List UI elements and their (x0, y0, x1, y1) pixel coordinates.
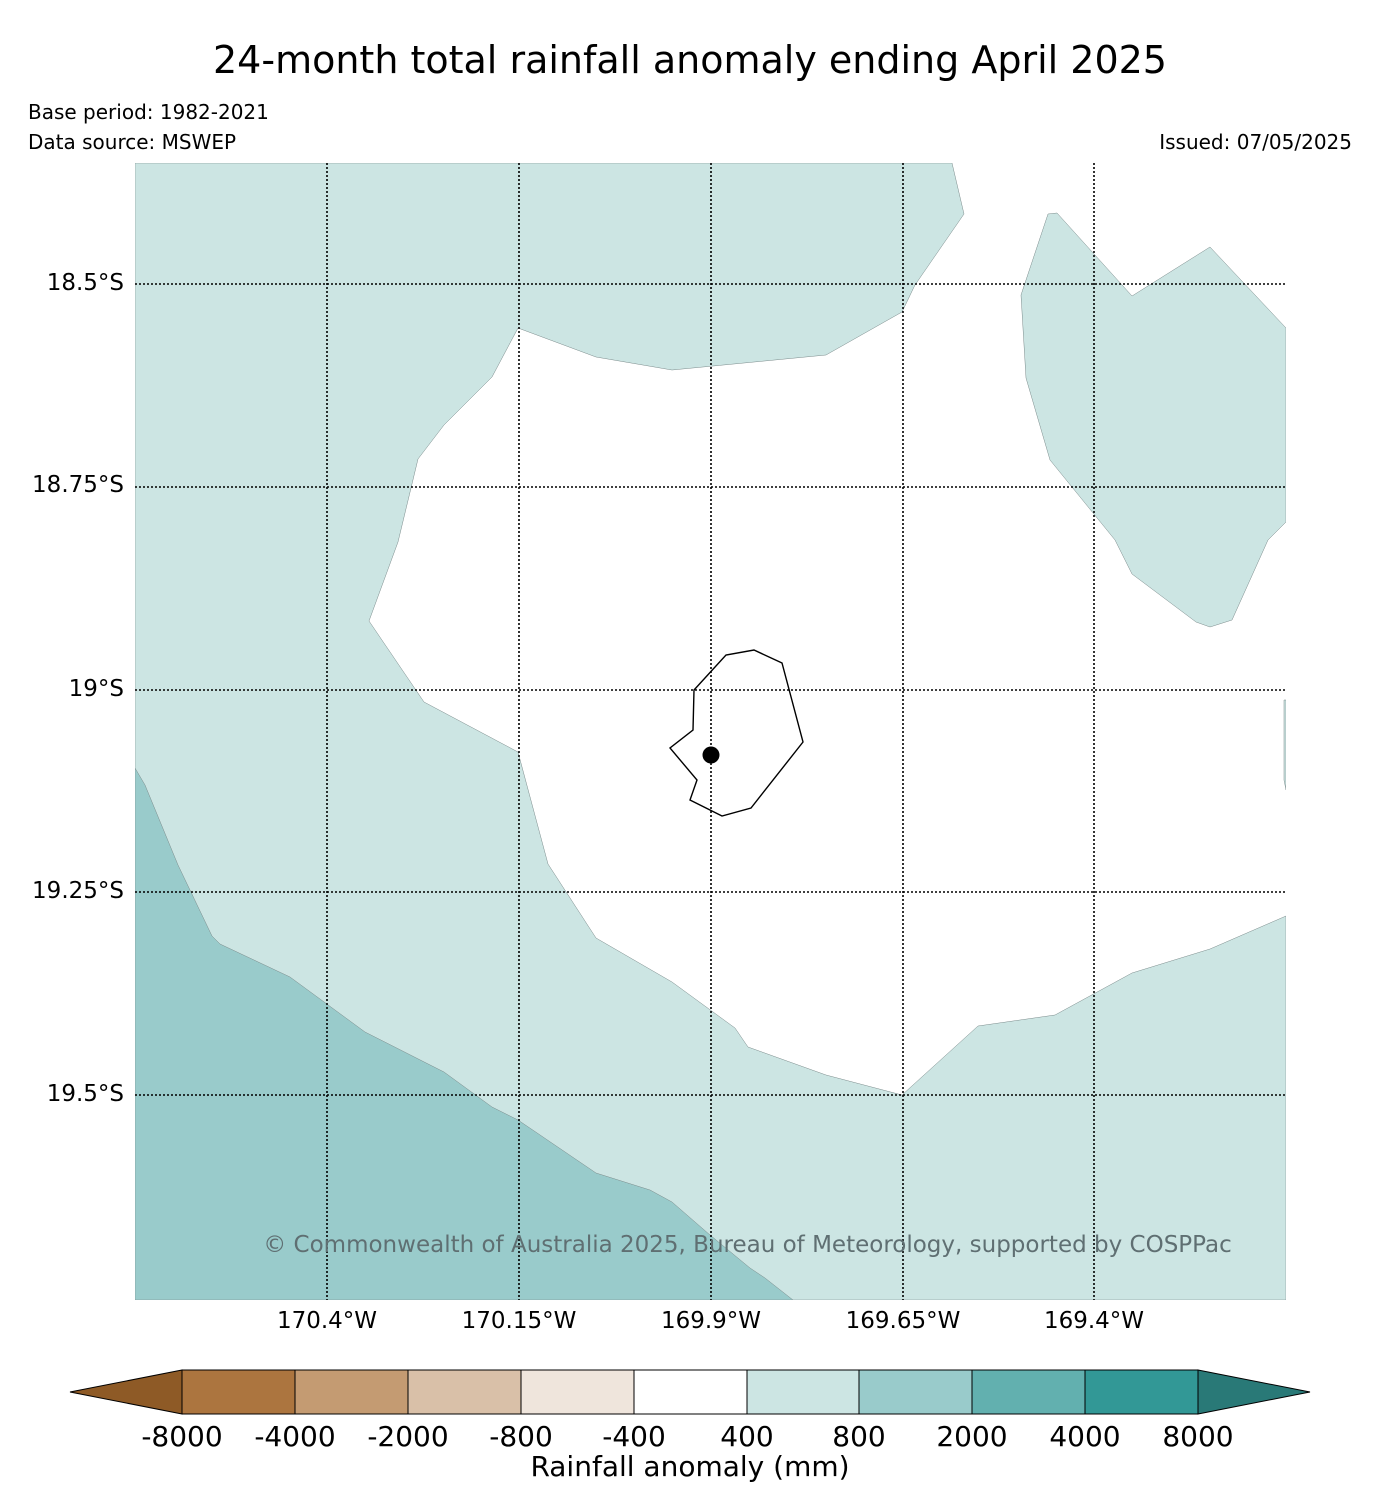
anomaly-400-800-region-ne (1020, 212, 1286, 628)
colorbar-bin (407, 1369, 522, 1415)
colorbar-bin (181, 1369, 296, 1415)
colorbar-bin (520, 1369, 635, 1415)
lon-label: 169.4°W (1043, 1308, 1145, 1334)
anomaly-400-800-region (135, 163, 1286, 1300)
colorbar-tick: 8000 (1162, 1420, 1234, 1453)
colorbar-tick: 4000 (1049, 1420, 1121, 1453)
lon-label: 169.65°W (845, 1308, 961, 1334)
colorbar (69, 1369, 1311, 1415)
copyright-notice: © Commonwealth of Australia 2025, Bureau… (263, 1232, 1232, 1258)
lon-label: 170.15°W (461, 1308, 577, 1334)
graticule (135, 163, 1286, 1300)
lat-label: 19.25°S (32, 878, 124, 904)
colorbar-tick: 2000 (936, 1420, 1008, 1453)
island-outline (668, 649, 804, 817)
colorbar-extend-low (69, 1369, 183, 1415)
colorbar-title: Rainfall anomaly (mm) (530, 1450, 850, 1483)
issued-date: Issued: 07/05/2025 (1159, 130, 1352, 154)
lat-label: 18.75°S (32, 472, 124, 498)
base-period: Base period: 1982-2021 (28, 100, 269, 124)
data-source: Data source: MSWEP (28, 130, 237, 154)
colorbar-tick: -4000 (254, 1420, 336, 1453)
colorbar-bin (294, 1369, 409, 1415)
colorbar-extend-high (1197, 1369, 1311, 1415)
colorbar-bin (633, 1369, 748, 1415)
colorbar-tick: -8000 (141, 1420, 223, 1453)
colorbar-tick: -400 (602, 1420, 666, 1453)
map-title: 24-month total rainfall anomaly ending A… (213, 38, 1167, 82)
colorbar-bin (746, 1369, 860, 1415)
colorbar-bin (971, 1369, 1086, 1415)
colorbar-tick: -800 (489, 1420, 553, 1453)
lat-label: 19.5°S (46, 1081, 124, 1107)
colorbar-bin (858, 1369, 973, 1415)
lon-label: 169.9°W (660, 1308, 762, 1334)
anomaly-400-800-sliver (1283, 699, 1286, 791)
lat-label: 18.5°S (46, 270, 124, 296)
colorbar-tick: 400 (720, 1420, 774, 1453)
colorbar-tick: -2000 (367, 1420, 449, 1453)
lon-label: 170.4°W (276, 1308, 378, 1334)
colorbar-tick: 800 (832, 1420, 886, 1453)
anomaly-800-2000-region (135, 767, 794, 1300)
colorbar-bin (1084, 1369, 1199, 1415)
station-marker (702, 746, 720, 764)
lat-label: 19°S (68, 676, 124, 702)
